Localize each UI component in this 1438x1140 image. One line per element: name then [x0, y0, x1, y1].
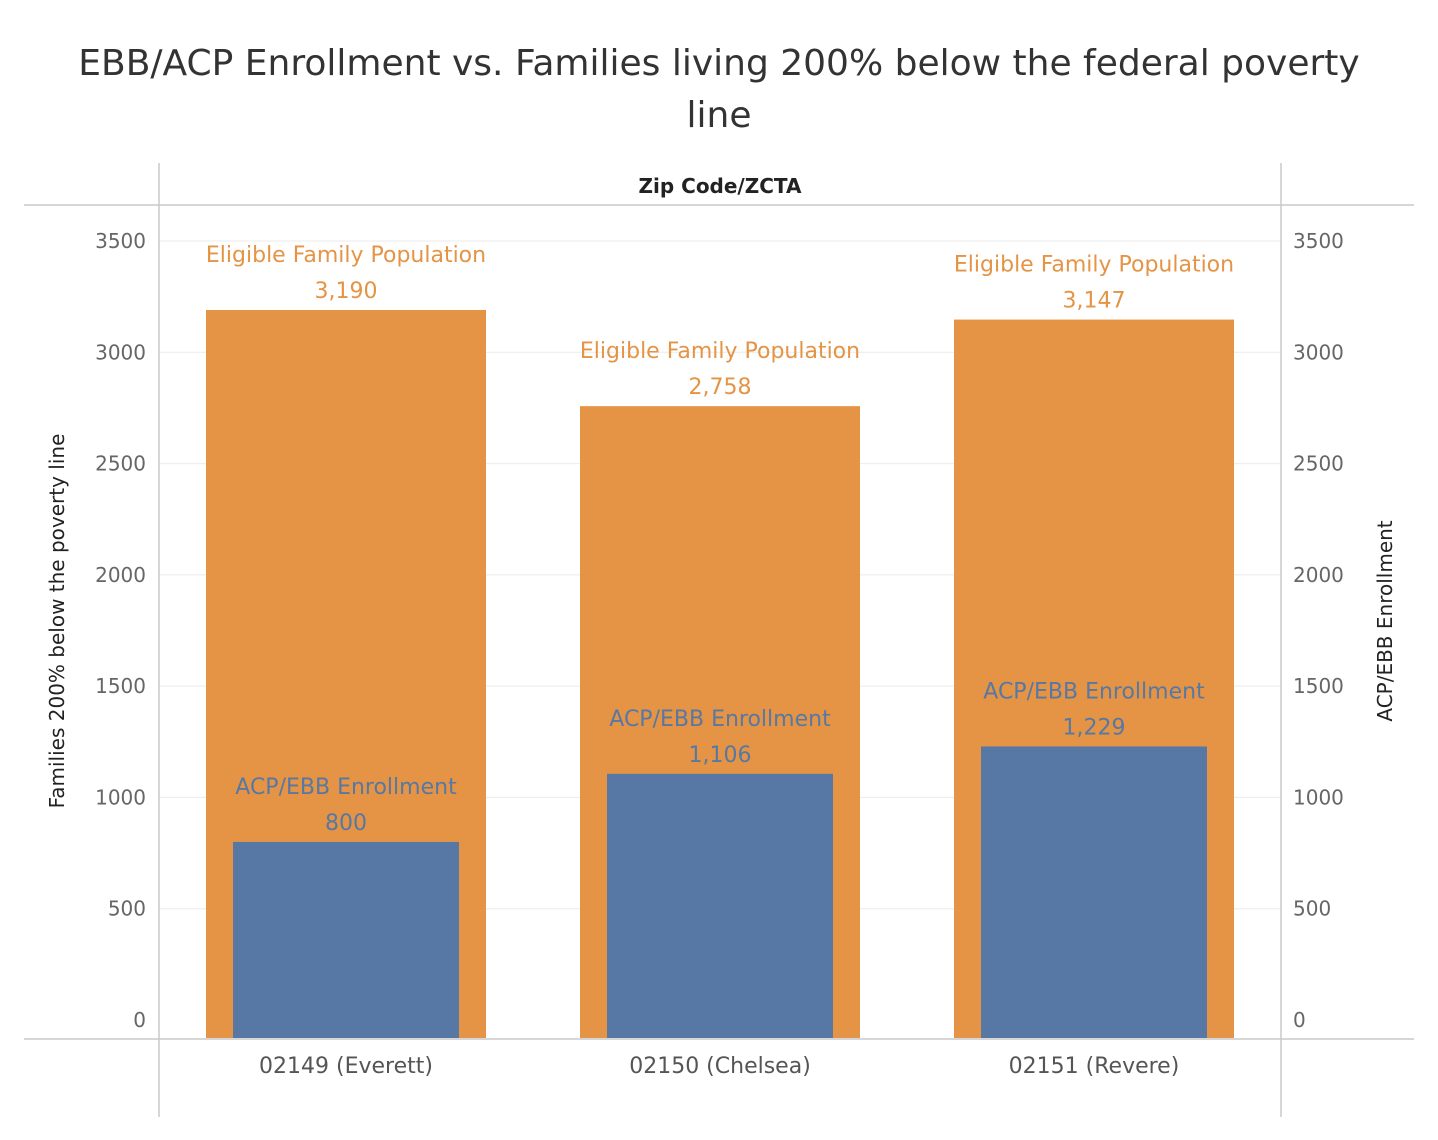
eligible-population-value-label: 3,190 [315, 279, 378, 304]
y-tick-right: 500 [1293, 897, 1331, 921]
y-tick-right: 2000 [1293, 563, 1344, 587]
enrollment-value-label: 1,229 [1063, 715, 1126, 740]
chart-title-line-2: line [686, 95, 752, 136]
y-tick-right: 0 [1293, 1008, 1306, 1032]
y-axis-right-title: ACP/EBB Enrollment [1373, 520, 1397, 721]
enrollment-series-label: ACP/EBB Enrollment [235, 775, 457, 800]
column-header-label: Zip Code/ZCTA [639, 174, 803, 198]
enrollment-value-label: 800 [325, 811, 367, 836]
chart-title: EBB/ACP Enrollment vs. Families living 2… [0, 38, 1438, 142]
enrollment-series-label: ACP/EBB Enrollment [983, 679, 1205, 704]
enrollment-bar [981, 746, 1207, 1038]
data-labels: Eligible Family Population 3,190 ACP/EBB E… [206, 243, 1234, 836]
eligible-population-series-label: Eligible Family Population [206, 243, 486, 268]
chart-frame [24, 163, 1414, 1117]
eligible-population-series-label: Eligible Family Population [954, 253, 1234, 278]
x-category-label: 02151 (Revere) [1009, 1054, 1180, 1079]
y-tick-left: 1000 [95, 785, 146, 809]
eligible-population-series-label: Eligible Family Population [580, 339, 860, 364]
eligible-population-value-label: 3,147 [1063, 289, 1126, 314]
y-tick-left: 500 [108, 897, 146, 921]
y-tick-left: 2000 [95, 563, 146, 587]
enrollment-series-label: ACP/EBB Enrollment [609, 707, 831, 732]
enrollment-bar [233, 841, 459, 1038]
y-tick-left: 3500 [95, 229, 146, 253]
enrollment-value-label: 1,106 [689, 743, 752, 768]
y-tick-left: 2500 [95, 452, 146, 476]
y-axis-left-title: Families 200% below the poverty line [45, 434, 69, 809]
y-tick-left: 1500 [95, 674, 146, 698]
x-axis-categories: 02149 (Everett) 02150 (Chelsea) 02151 (Rev… [259, 1054, 1179, 1079]
chart-title-line-1: EBB/ACP Enrollment vs. Families living 2… [78, 43, 1360, 84]
y-tick-right: 1500 [1293, 674, 1344, 698]
bars [206, 309, 1234, 1038]
x-category-label: 02149 (Everett) [259, 1054, 433, 1079]
y-tick-right: 2500 [1293, 452, 1344, 476]
y-tick-right: 3000 [1293, 340, 1344, 364]
y-tick-right: 1000 [1293, 785, 1344, 809]
y-tick-left: 3000 [95, 340, 146, 364]
y-axis-ticks: 0 0 500 500 1000 1000 1500 1500 2000 2000 2500 2500… [95, 229, 1344, 1032]
y-tick-left: 0 [133, 1008, 146, 1032]
x-category-label: 02150 (Chelsea) [629, 1054, 811, 1079]
enrollment-bar [607, 773, 833, 1038]
eligible-population-value-label: 2,758 [689, 375, 752, 400]
y-tick-right: 3500 [1293, 229, 1344, 253]
